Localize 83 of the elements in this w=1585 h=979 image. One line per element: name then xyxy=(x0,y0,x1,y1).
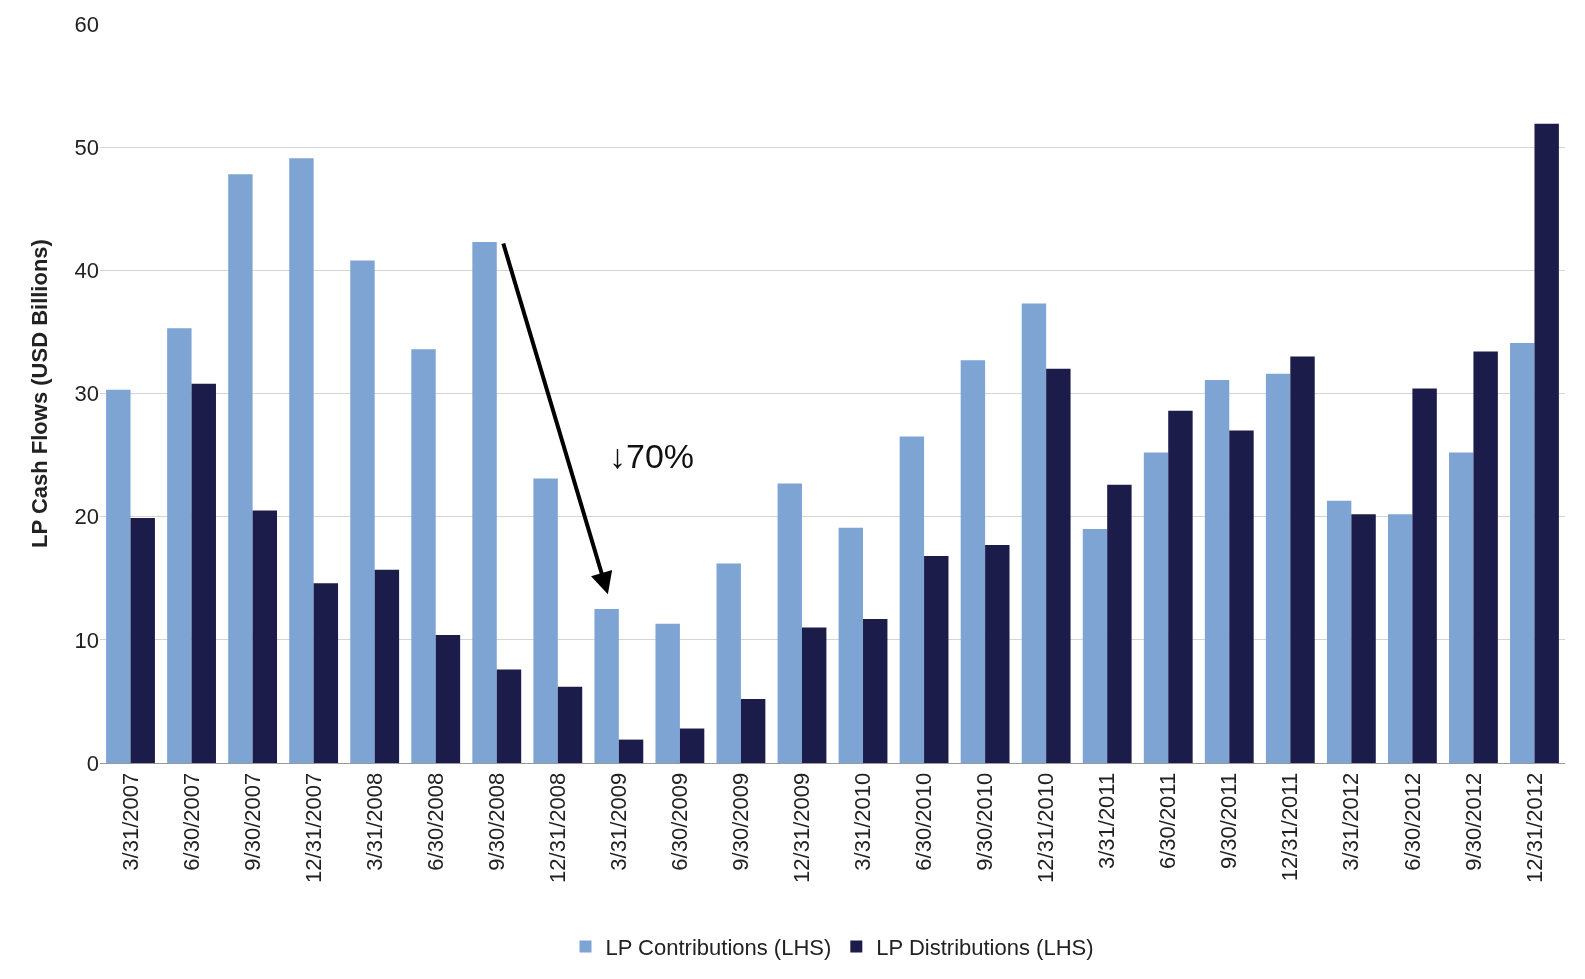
legend-label: LP Contributions (LHS) xyxy=(605,934,832,960)
bar xyxy=(1265,373,1291,763)
bar xyxy=(716,563,741,763)
y-tick-label: 10 xyxy=(74,627,99,653)
annotation: ↓70% xyxy=(609,437,695,475)
x-tick-label: 3/31/2007 xyxy=(117,772,143,871)
x-tick-label: 9/30/2010 xyxy=(972,772,998,871)
bar xyxy=(191,383,216,763)
bar xyxy=(435,634,461,763)
bar xyxy=(863,618,888,763)
bar xyxy=(1168,410,1193,763)
x-tick-label: 9/30/2012 xyxy=(1460,772,1486,871)
bar xyxy=(533,478,558,763)
bar xyxy=(594,609,619,763)
bar xyxy=(924,556,949,763)
bar xyxy=(313,583,339,763)
x-tick-label: 6/30/2009 xyxy=(667,772,693,871)
bar xyxy=(1510,343,1535,763)
x-tick-label: 3/31/2009 xyxy=(606,772,631,871)
bar xyxy=(1143,452,1169,763)
bar xyxy=(130,517,155,763)
bar xyxy=(740,698,766,763)
bar xyxy=(411,349,436,763)
bar xyxy=(1204,379,1230,763)
bar xyxy=(167,328,192,763)
bar xyxy=(106,389,131,763)
bar xyxy=(899,436,925,763)
bar xyxy=(1473,351,1498,763)
x-tick-label: 6/30/2010 xyxy=(911,772,937,871)
x-tick-label: 9/30/2008 xyxy=(483,772,509,871)
bar xyxy=(374,569,400,763)
bar xyxy=(655,623,680,763)
bar xyxy=(1290,356,1315,763)
bar xyxy=(1229,430,1254,763)
x-tick-label: 12/31/2009 xyxy=(789,772,815,883)
y-tick-label: 30 xyxy=(74,381,99,407)
x-tick-label: 9/30/2009 xyxy=(728,772,754,871)
x-tick-label: 6/30/2011 xyxy=(1155,772,1181,870)
bar xyxy=(1351,514,1376,763)
bar xyxy=(496,669,522,763)
bar xyxy=(1326,500,1352,763)
x-tick-label: 3/31/2010 xyxy=(850,772,876,871)
bar xyxy=(1082,528,1108,763)
legend-label: LP Distributions (LHS) xyxy=(876,934,1094,960)
x-tick-label: 3/31/2008 xyxy=(361,772,387,871)
bar xyxy=(1107,484,1132,763)
bar xyxy=(1021,303,1047,763)
x-tick-label: 6/30/2012 xyxy=(1399,772,1425,871)
bar xyxy=(960,360,986,763)
x-tick-label: 12/31/2012 xyxy=(1521,772,1547,883)
x-tick-label: 9/30/2011 xyxy=(1216,772,1242,870)
bar xyxy=(472,242,497,763)
bar xyxy=(801,627,827,763)
bar xyxy=(228,174,253,763)
bar xyxy=(350,260,375,763)
bar xyxy=(679,728,705,763)
bar xyxy=(1387,514,1413,763)
bar xyxy=(252,510,278,763)
y-axis-title: LP Cash Flows (USD Billions) xyxy=(27,239,53,548)
bar xyxy=(289,158,314,763)
bar xyxy=(1449,452,1474,763)
bar xyxy=(1534,123,1559,763)
x-tick-label: 12/31/2011 xyxy=(1277,772,1303,882)
x-tick-label: 6/30/2008 xyxy=(422,772,448,871)
y-tick-label: 50 xyxy=(74,134,99,160)
y-tick-label: 20 xyxy=(74,504,99,530)
bar xyxy=(1046,368,1071,763)
x-tick-label: 12/31/2007 xyxy=(300,772,326,883)
x-tick-label: 9/30/2007 xyxy=(239,772,265,871)
y-tick-label: 0 xyxy=(86,750,99,776)
bar xyxy=(618,739,644,763)
x-tick-label: 6/30/2007 xyxy=(178,772,204,871)
bar xyxy=(1412,388,1437,763)
x-tick-label: 3/31/2011 xyxy=(1094,772,1120,870)
y-tick-label: 40 xyxy=(74,258,99,284)
bar xyxy=(777,483,802,763)
bar xyxy=(838,527,864,763)
bar xyxy=(985,545,1010,763)
y-tick-label: 60 xyxy=(74,11,99,37)
x-tick-label: 12/31/2010 xyxy=(1033,772,1059,883)
x-tick-label: 3/31/2012 xyxy=(1338,772,1364,871)
bar xyxy=(557,686,583,763)
x-tick-label: 12/31/2008 xyxy=(544,772,570,883)
